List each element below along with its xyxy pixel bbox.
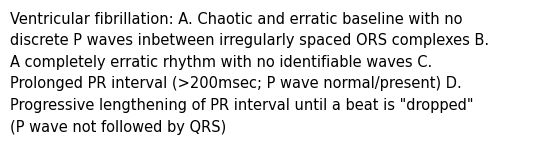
Text: Ventricular fibrillation: A. Chaotic and erratic baseline with no
discrete P wav: Ventricular fibrillation: A. Chaotic and… <box>10 12 489 135</box>
